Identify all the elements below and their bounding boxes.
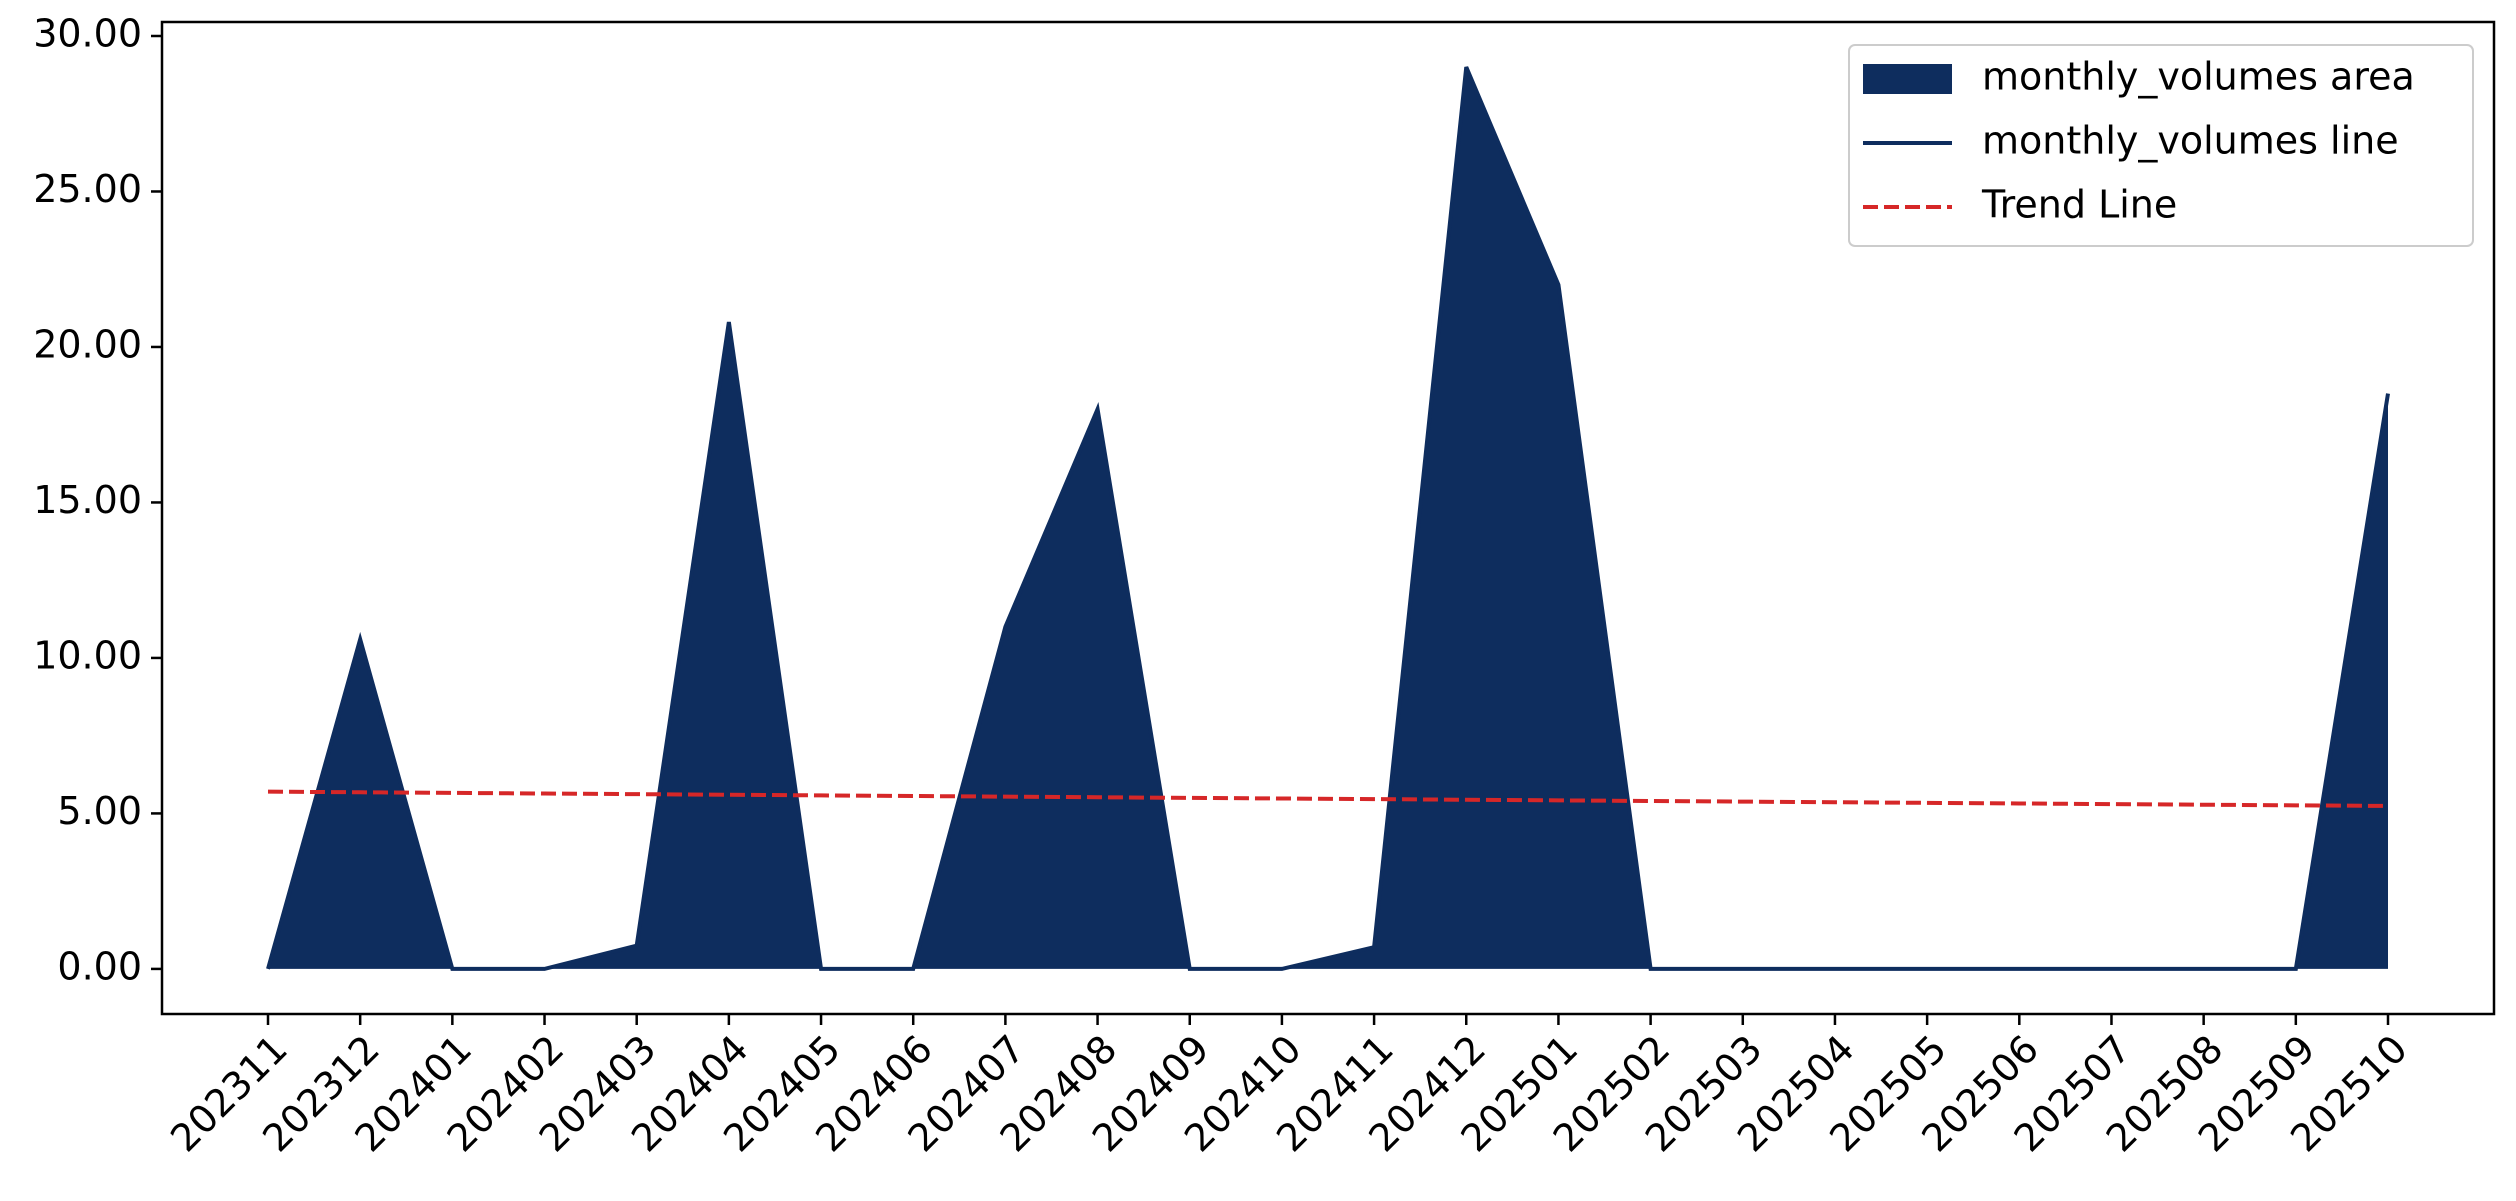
y-tick-label: 25.00 [33, 167, 142, 211]
y-tick-label: 10.00 [33, 633, 142, 677]
y-tick-label: 30.00 [33, 11, 142, 55]
legend-label: monthly_volumes area [1982, 55, 2415, 99]
legend-label: Trend Line [1981, 183, 2177, 227]
trend-line [267, 789, 2389, 808]
y-tick-label: 0.00 [57, 944, 142, 988]
line [266, 66, 2390, 971]
legend-swatch [1863, 64, 1952, 94]
plot-frame [160, 20, 2496, 1016]
y-tick-label: 15.00 [33, 478, 142, 522]
y-tick-label: 20.00 [33, 322, 142, 366]
y-tick-label: 5.00 [57, 789, 142, 833]
legend-label: monthly_volumes line [1982, 119, 2399, 163]
legend-box [1848, 44, 2474, 247]
